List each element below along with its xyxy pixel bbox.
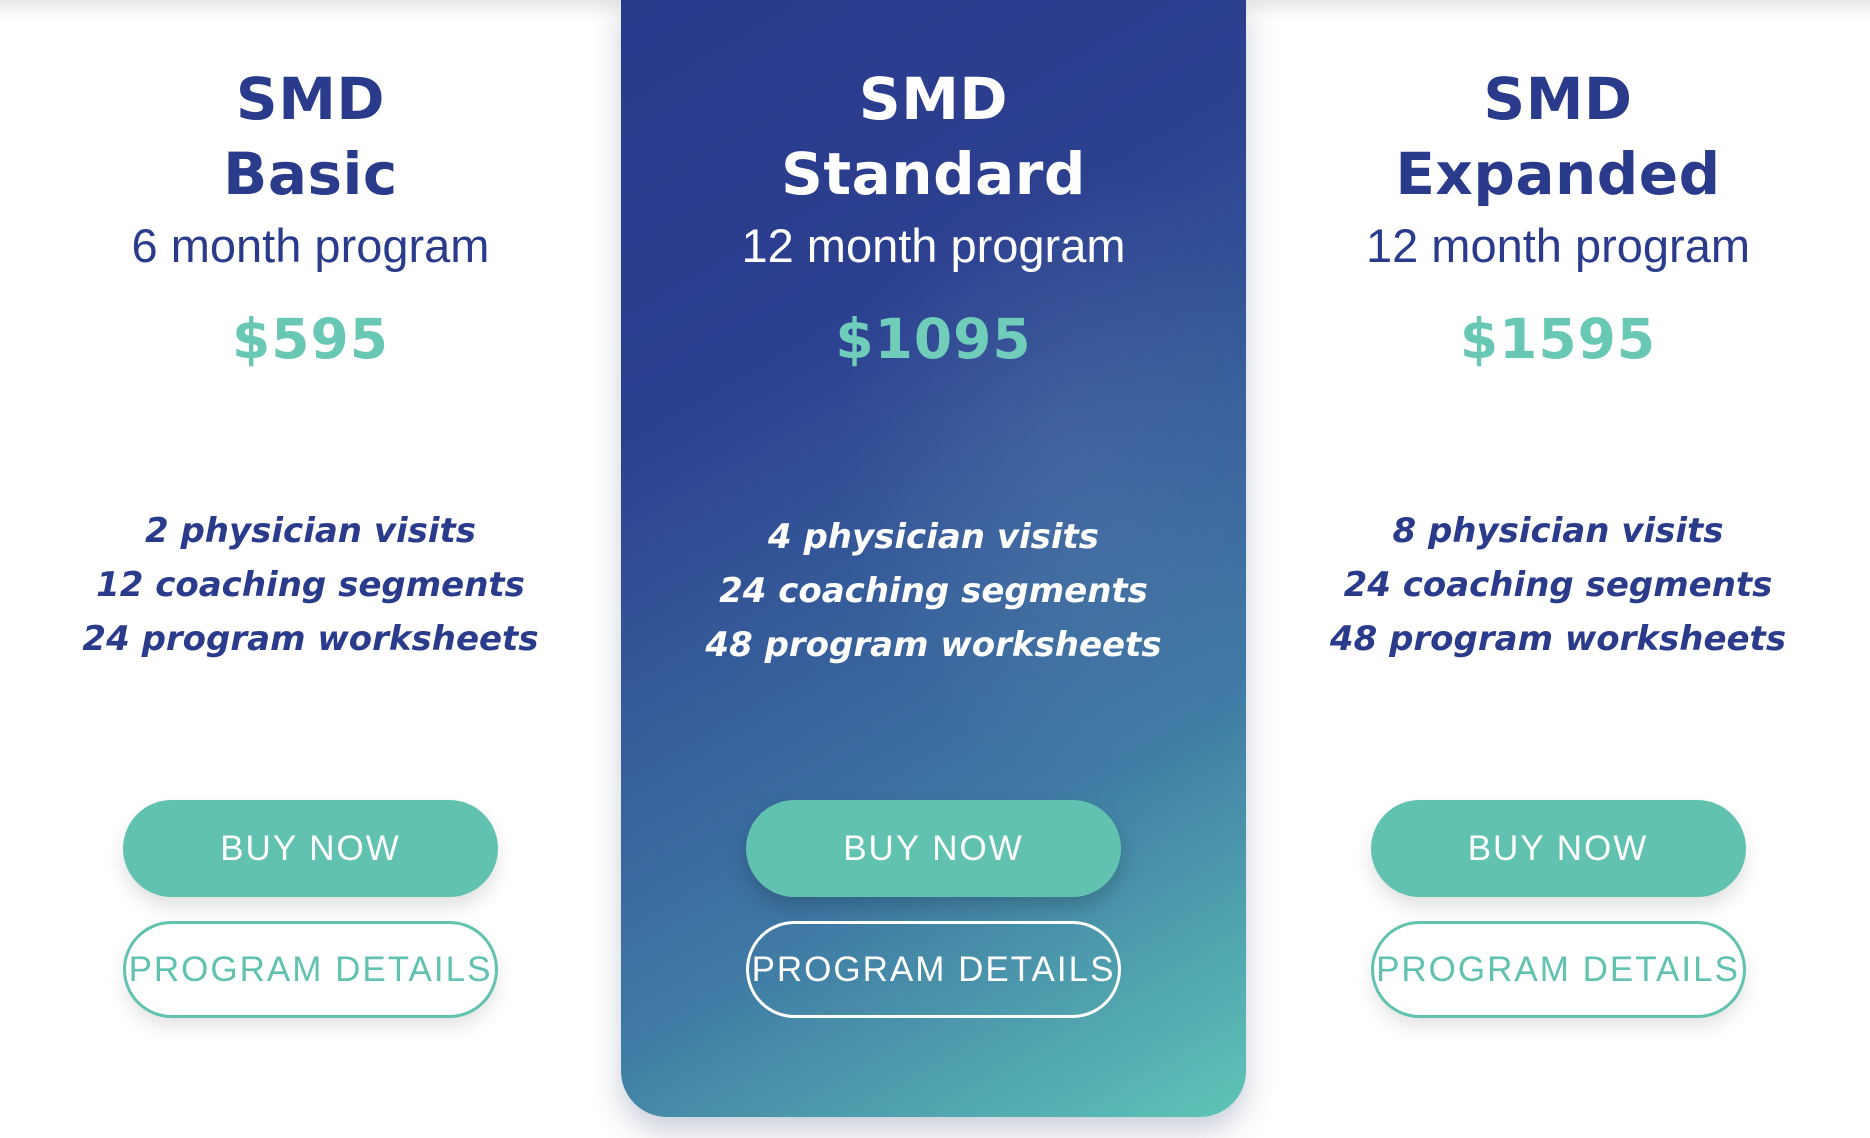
feature-list: 8 physician visits 24 coaching segments … [1246,504,1870,666]
program-details-button[interactable]: PROGRAM DETAILS [746,921,1121,1018]
plan-title: SMD Expanded [1246,0,1870,212]
feature-item: 12 coaching segments [96,565,525,605]
plan-price: $1595 [1459,307,1657,371]
plan-title-line1: SMD [1483,65,1633,133]
feature-item: 8 physician visits [1392,511,1724,551]
feature-item: 24 coaching segments [719,571,1148,611]
feature-item: 24 coaching segments [1343,565,1773,605]
plan-title-line2: Standard [781,140,1086,208]
plan-subtitle: 12 month program [741,219,1126,272]
plan-title: SMD Standard [621,0,1246,212]
feature-list: 4 physician visits 24 coaching segments … [621,510,1246,672]
plan-price: $1095 [835,307,1032,371]
program-details-button[interactable]: PROGRAM DETAILS [123,921,498,1018]
plan-title-line1: SMD [235,65,386,133]
plan-title: SMD Basic [0,0,621,212]
program-details-button[interactable]: PROGRAM DETAILS [1370,921,1746,1018]
plan-subtitle: 6 month program [131,219,490,272]
plan-card-basic: SMD Basic 6 month program $595 2 physici… [0,0,621,1138]
plan-price: $595 [231,307,390,371]
feature-item: 48 program worksheets [1329,619,1787,659]
plan-title-line2: Basic [223,140,398,208]
feature-item: 4 physician visits [767,517,1100,557]
buy-now-button[interactable]: BUY NOW [123,800,498,897]
plan-card-expanded: SMD Expanded 12 month program $1595 8 ph… [1246,0,1870,1138]
feature-item: 2 physician visits [144,511,477,551]
plan-card-standard: SMD Standard 12 month program $1095 4 ph… [621,0,1246,1117]
feature-list: 2 physician visits 12 coaching segments … [0,504,621,666]
buy-now-button[interactable]: BUY NOW [1370,800,1746,897]
plan-subtitle: 12 month program [1365,219,1751,272]
feature-item: 48 program worksheets [705,625,1162,665]
plan-title-line2: Expanded [1395,140,1721,208]
feature-item: 24 program worksheets [82,619,539,659]
plan-title-line1: SMD [858,65,1009,133]
buy-now-button[interactable]: BUY NOW [746,800,1121,897]
